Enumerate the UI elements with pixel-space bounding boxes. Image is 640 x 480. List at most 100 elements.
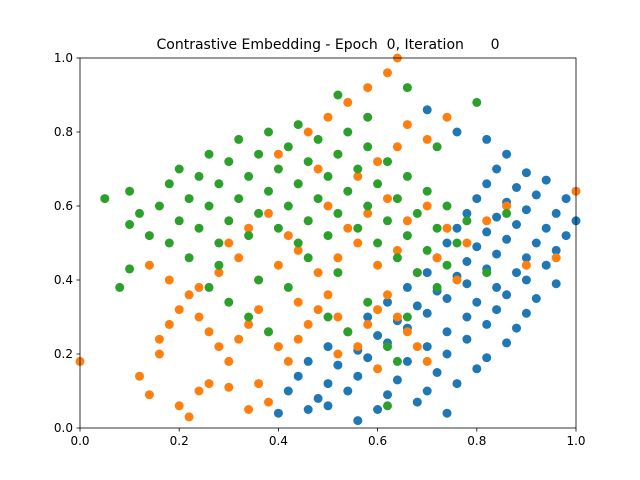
series-2-point-65 [442, 260, 452, 270]
series-0-point-64 [551, 245, 561, 255]
series-1-point-33 [373, 305, 383, 315]
series-0-point-11 [422, 386, 432, 396]
series-0-point-88 [502, 149, 512, 159]
series-2-point-2 [125, 264, 135, 274]
series-0-point-15 [353, 371, 363, 381]
x-tick-label: 0.8 [467, 434, 486, 448]
series-1-point-80 [343, 97, 353, 107]
series-1-point-36 [402, 327, 412, 337]
series-2-point-50 [373, 179, 383, 189]
series-0-point-63 [521, 253, 531, 263]
series-0-point-68 [531, 238, 541, 248]
series-2-point-43 [333, 208, 343, 218]
series-0-point-3 [323, 401, 333, 411]
series-1-point-31 [353, 342, 363, 352]
series-2-point-42 [333, 149, 343, 159]
series-2-point-68 [472, 97, 482, 107]
series-2-point-47 [353, 223, 363, 233]
series-2-point-64 [442, 201, 452, 211]
series-0-point-2 [303, 405, 313, 414]
series-2-point-89 [402, 83, 412, 93]
series-0-point-5 [412, 397, 422, 407]
series-2-point-16 [204, 149, 214, 159]
series-0-point-91 [422, 105, 432, 115]
series-2-point-77 [363, 297, 373, 307]
chart-title: Contrastive Embedding - Epoch 0, Iterati… [157, 37, 500, 53]
series-1-point-91 [333, 349, 343, 359]
series-1-point-25 [293, 334, 303, 344]
series-0-point-40 [462, 312, 472, 322]
series-0-point-79 [472, 194, 482, 204]
series-0-point-16 [392, 375, 402, 385]
series-2-point-75 [323, 312, 333, 322]
series-1-point-58 [323, 201, 333, 211]
series-1-point-49 [392, 245, 402, 255]
series-0-point-69 [561, 231, 571, 241]
series-1-point-18 [224, 356, 234, 366]
x-tick-label: 0.6 [368, 434, 387, 448]
series-0-point-0 [353, 416, 363, 426]
series-0-point-37 [363, 312, 373, 322]
series-2-point-84 [254, 275, 264, 285]
series-0-point-1 [273, 408, 283, 418]
series-1-point-28 [323, 290, 333, 300]
series-2-point-7 [154, 201, 164, 211]
series-0-point-39 [422, 308, 432, 318]
series-0-point-65 [442, 238, 452, 248]
series-0-point-73 [541, 223, 551, 233]
series-1-point-35 [392, 312, 402, 322]
series-1-point-38 [422, 356, 432, 366]
series-1-point-55 [264, 208, 273, 218]
series-2-point-11 [174, 164, 184, 174]
series-0-point-29 [462, 334, 472, 344]
y-axis: 0.0 0.2 0.4 0.6 0.8 1.0 [54, 51, 80, 435]
series-2-point-90 [432, 142, 442, 152]
y-tick-label: 0.2 [54, 347, 73, 361]
series-0-point-54 [551, 279, 561, 289]
series-2-point-56 [402, 171, 412, 181]
series-2-point-36 [303, 157, 313, 167]
series-2-point-13 [184, 253, 194, 263]
series-1-point-46 [333, 253, 343, 263]
series-2-point-32 [283, 142, 293, 152]
series-1-point-84 [402, 120, 412, 130]
series-2-point-69 [482, 268, 492, 278]
series-2-point-80 [402, 312, 412, 322]
series-2-point-85 [333, 268, 343, 278]
series-0-point-18 [472, 364, 482, 374]
series-2-point-91 [204, 282, 214, 292]
series-1-point-85 [422, 134, 432, 144]
series-1-point-27 [313, 305, 323, 315]
series-1-point-52 [452, 275, 462, 285]
series-0-point-30 [502, 338, 512, 348]
series-1-point-24 [283, 356, 293, 366]
series-1-point-66 [482, 216, 492, 226]
series-0-point-61 [462, 257, 472, 266]
series-1-point-6 [184, 412, 194, 422]
series-0-point-76 [492, 212, 502, 222]
plot-frame [79, 57, 577, 429]
series-0-point-24 [482, 353, 492, 363]
series-1-point-76 [392, 142, 402, 152]
series-2-point-73 [264, 327, 273, 337]
series-2-point-86 [293, 120, 303, 130]
series-2-point-76 [343, 327, 353, 337]
series-0-point-20 [333, 360, 343, 370]
series-0-point-86 [492, 164, 502, 174]
series-2-point-40 [323, 171, 333, 181]
series-0-point-89 [482, 134, 492, 144]
series-0-point-12 [452, 379, 462, 389]
series-0-point-71 [482, 227, 492, 237]
series-2-point-38 [313, 134, 323, 144]
series-1-point-81 [363, 83, 373, 93]
series-2-point-52 [383, 157, 392, 167]
series-1-point-88 [144, 260, 154, 270]
series-1-point-47 [353, 238, 363, 248]
series-2-point-9 [164, 238, 174, 248]
series-0-point-36 [512, 323, 521, 333]
series-2-point-67 [462, 216, 472, 226]
series-0-point-55 [422, 268, 432, 278]
series-2-point-25 [244, 231, 254, 241]
series-0-point-35 [482, 319, 492, 329]
